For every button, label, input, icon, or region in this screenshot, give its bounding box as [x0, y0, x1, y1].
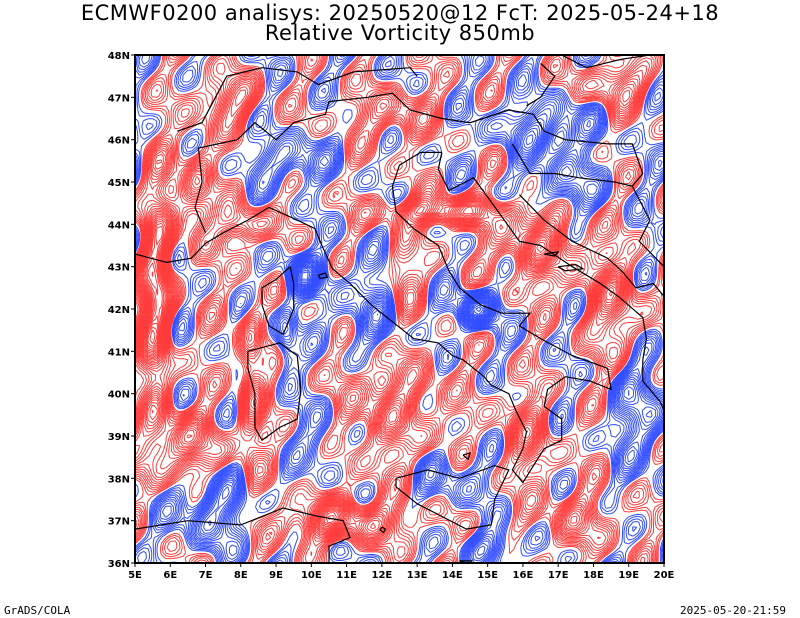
lon-tick-label: 7E	[199, 570, 213, 581]
negative-vorticity-contour	[135, 55, 664, 563]
lon-tick-label: 10E	[301, 570, 322, 581]
positive-vorticity-contour	[143, 206, 619, 529]
lon-tick-label: 9E	[269, 570, 283, 581]
coastline	[459, 560, 473, 563]
lon-tick-label: 6E	[163, 570, 177, 581]
footer-credit: GrADS/COLA	[4, 604, 71, 617]
coastline	[135, 232, 224, 264]
lat-tick-label: 37N	[108, 517, 130, 528]
lon-tick-label: 14E	[442, 570, 463, 581]
positive-vorticity-contour	[135, 78, 639, 541]
positive-vorticity-contour	[139, 89, 631, 536]
positive-vorticity-contour	[135, 55, 653, 563]
coastline	[462, 452, 471, 461]
positive-vorticity-contour	[135, 74, 641, 542]
coastline	[511, 143, 633, 187]
lat-tick-label: 42N	[108, 305, 130, 316]
negative-vorticity-contour	[295, 130, 630, 396]
coastline	[543, 250, 560, 257]
positive-vorticity-contour	[140, 201, 622, 534]
negative-vorticity-contour	[165, 112, 661, 563]
coastline	[395, 464, 510, 530]
coastline	[379, 526, 387, 534]
positive-vorticity-contour	[135, 55, 664, 563]
lon-tick-label: 15E	[477, 570, 498, 581]
coastline	[561, 55, 650, 69]
latitude-axis: 36N 37N 38N 39N 40N 41N 42N 43N 44N 45N 46N 47N 48N	[108, 51, 135, 570]
coastline	[135, 507, 351, 563]
negative-vorticity-contour	[141, 55, 664, 563]
negative-vorticity-contour	[296, 134, 534, 319]
coastline	[317, 272, 329, 280]
negative-vorticity-contour	[135, 55, 664, 563]
lat-tick-label: 41N	[108, 347, 130, 358]
footer-timestamp: 2025-05-20-21:59	[680, 604, 786, 617]
lat-tick-label: 46N	[108, 136, 130, 147]
coastline	[194, 92, 442, 234]
lon-tick-label: 20E	[654, 570, 675, 581]
negative-vorticity-contour	[138, 55, 664, 563]
coastline	[222, 151, 612, 484]
coastlines	[135, 55, 664, 563]
lat-tick-label: 40N	[108, 390, 130, 401]
positive-vorticity-contour	[135, 80, 637, 540]
coastline	[557, 263, 585, 272]
lat-tick-label: 38N	[108, 474, 130, 485]
longitude-axis: 5E 6E 7E 8E 9E 10E 11E 12E 13E 14E 15E 16E 17E 18E 19E…	[128, 563, 675, 581]
plot-area	[135, 55, 664, 563]
positive-vorticity-contour	[143, 222, 618, 528]
positive-vorticity-contour	[135, 55, 664, 563]
coastline	[526, 63, 556, 107]
coastline	[441, 109, 664, 268]
lat-tick-label: 44N	[108, 220, 130, 231]
lat-tick-label: 48N	[108, 51, 130, 62]
coastline	[247, 342, 302, 442]
negative-vorticity-contour	[296, 265, 488, 318]
vorticity-contours	[135, 55, 664, 563]
positive-vorticity-contour	[135, 55, 664, 563]
positive-vorticity-contour	[135, 55, 656, 563]
coastline	[177, 67, 418, 132]
negative-vorticity-contour	[300, 269, 484, 315]
negative-vorticity-contour	[301, 271, 482, 312]
lat-tick-label: 39N	[108, 432, 130, 443]
coastline	[261, 266, 295, 336]
positive-vorticity-contour	[144, 225, 617, 526]
title-line-2: Relative Vorticity 850mb	[264, 21, 536, 45]
positive-vorticity-contour	[145, 241, 615, 525]
lon-tick-label: 5E	[128, 570, 142, 581]
positive-vorticity-contour	[149, 329, 156, 344]
lon-tick-label: 13E	[407, 570, 428, 581]
negative-vorticity-contour	[135, 55, 664, 563]
negative-vorticity-contour	[203, 124, 653, 556]
lat-tick-label: 43N	[108, 263, 130, 274]
negative-vorticity-contour	[200, 120, 657, 560]
lon-tick-label: 16E	[513, 570, 534, 581]
lon-tick-label: 11E	[336, 570, 357, 581]
lon-tick-label: 17E	[548, 570, 569, 581]
lon-tick-label: 12E	[371, 570, 392, 581]
negative-vorticity-contour	[135, 55, 664, 563]
lon-tick-label: 18E	[583, 570, 604, 581]
lat-tick-label: 45N	[108, 178, 130, 189]
positive-vorticity-contour	[135, 83, 635, 538]
coastline	[437, 152, 664, 411]
lat-tick-label: 36N	[108, 559, 130, 570]
title-line-1: ECMWF0200 analisys: 20250520@12 FcT: 202…	[80, 1, 720, 25]
lon-tick-label: 19E	[618, 570, 639, 581]
lat-tick-label: 47N	[108, 93, 130, 104]
negative-vorticity-contour	[208, 127, 635, 526]
coastline	[518, 194, 664, 297]
lon-tick-label: 8E	[234, 570, 248, 581]
